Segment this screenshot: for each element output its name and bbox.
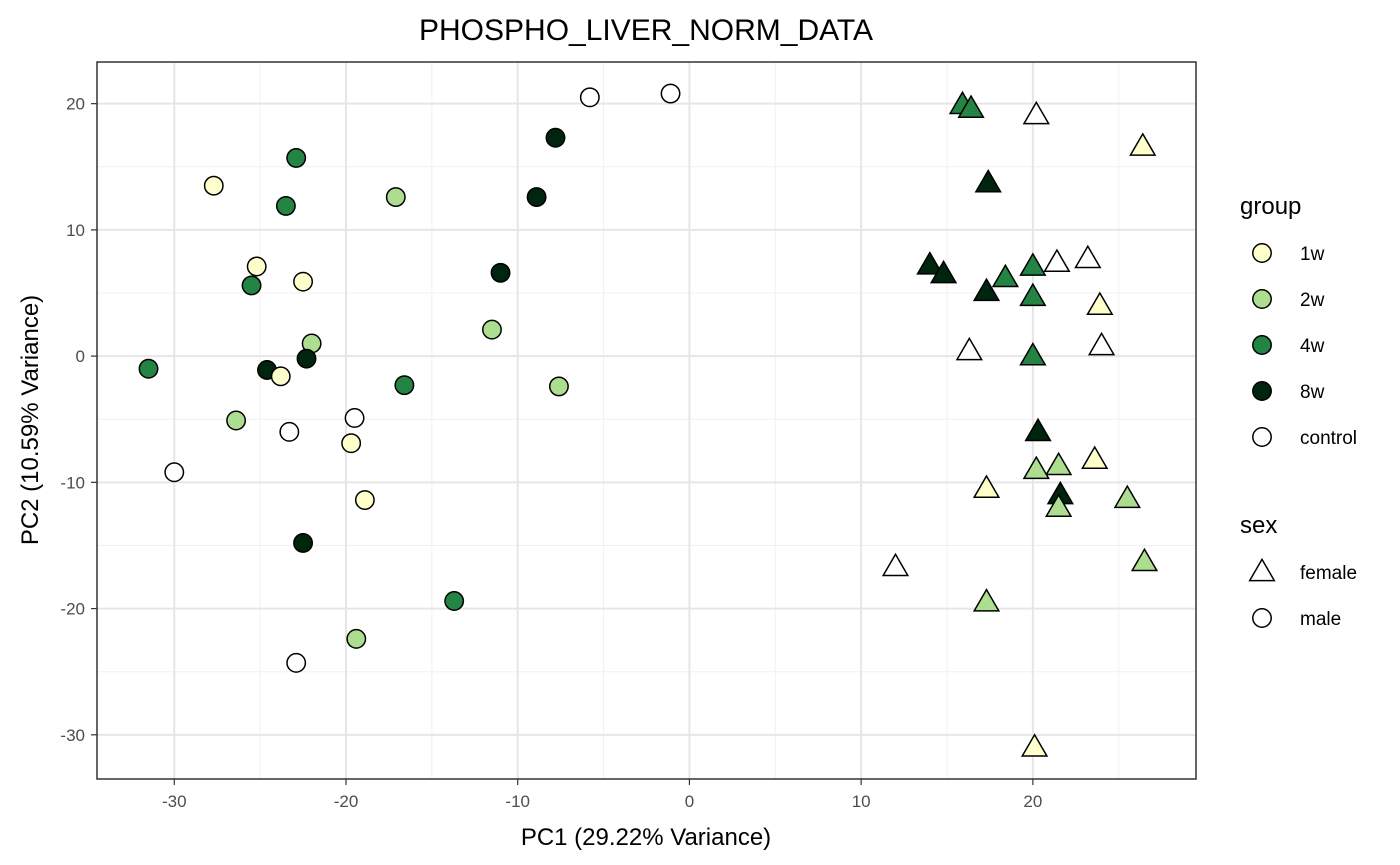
- y-tick-label: -20: [60, 600, 85, 619]
- legend-title: group: [1240, 193, 1301, 220]
- data-point-circle: [246, 256, 267, 277]
- data-point-triangle: [881, 552, 910, 577]
- legend-key-triangle: [1248, 557, 1276, 582]
- data-point-triangle: [916, 251, 944, 275]
- data-point-circle: [490, 262, 511, 283]
- data-point-circle: [279, 421, 300, 442]
- data-point-triangle: [1113, 484, 1141, 509]
- plot-area: -30 -20 -10 0 10 20 20 10 0 -10 -20 -30: [60, 61, 1197, 811]
- data-point-triangle: [1024, 417, 1052, 442]
- x-tick-label: -30: [162, 792, 187, 811]
- legend-label: 4w: [1300, 336, 1325, 357]
- data-point-triangle: [972, 277, 1001, 302]
- data-point-circle: [526, 187, 547, 208]
- data-point-circle: [203, 175, 224, 196]
- data-point-circle: [548, 376, 569, 397]
- chart-title: PHOSPHO_LIVER_NORM_DATA: [419, 14, 873, 47]
- data-point-triangle: [1129, 132, 1157, 156]
- data-point-circle: [579, 87, 600, 108]
- legend-key-circle: [1252, 335, 1272, 355]
- legend-key-circle: [1252, 289, 1272, 309]
- data-point-circle: [344, 408, 365, 428]
- data-point-triangle: [991, 263, 1020, 288]
- y-tick-label: 20: [66, 95, 85, 114]
- data-point-triangle: [1086, 291, 1114, 315]
- data-point-circle: [346, 628, 367, 649]
- data-point-triangle: [1019, 252, 1047, 276]
- data-point-triangle: [1081, 445, 1109, 469]
- x-axis-title: PC1 (29.22% Variance): [521, 824, 771, 851]
- legend-title: sex: [1240, 512, 1277, 539]
- data-point-circle: [341, 433, 362, 454]
- data-point-triangle: [957, 94, 985, 119]
- legend-label: 2w: [1300, 290, 1325, 311]
- data-point-triangle: [955, 336, 983, 361]
- data-point-circle: [394, 375, 415, 396]
- y-tick-label: -10: [60, 473, 85, 492]
- data-point-circle: [293, 271, 314, 292]
- plot-border: [96, 61, 1197, 780]
- y-axis-title: PC2 (10.59% Variance): [17, 295, 44, 545]
- x-tick-label: 10: [852, 792, 871, 811]
- data-point-triangle: [972, 474, 1001, 499]
- data-point-triangle: [1043, 248, 1071, 273]
- legend-key-circle: [1252, 243, 1272, 263]
- data-point-triangle: [972, 588, 1001, 612]
- data-point-circle: [354, 490, 375, 510]
- legend-label: 8w: [1300, 382, 1325, 403]
- data-point-circle: [545, 127, 566, 148]
- data-point-circle: [241, 275, 262, 296]
- x-tick-label: 0: [685, 792, 694, 811]
- y-tick-label: 10: [66, 221, 85, 240]
- y-tick-label: 0: [76, 347, 85, 366]
- legend-label: female: [1300, 563, 1357, 584]
- data-point-circle: [286, 652, 307, 673]
- x-tick-label: -20: [334, 792, 359, 811]
- legend-label: control: [1300, 428, 1357, 449]
- data-point-triangle: [1074, 244, 1102, 269]
- x-tick-label: -10: [505, 792, 530, 811]
- data-point-circle: [482, 319, 502, 340]
- data-point-triangle: [974, 169, 1002, 193]
- data-point-triangle: [1022, 100, 1050, 125]
- data-point-circle: [164, 462, 185, 483]
- legend-label: male: [1300, 609, 1341, 630]
- legend: group 1w 2w 4w 8w control sex female male: [1240, 193, 1357, 630]
- data-point-triangle: [1019, 282, 1047, 307]
- data-point-circle: [226, 410, 247, 431]
- data-point-triangle: [929, 259, 958, 284]
- legend-key-circle: [1252, 427, 1272, 447]
- data-point-triangle: [1022, 455, 1050, 480]
- data-point-triangle: [1019, 341, 1047, 366]
- data-point-triangle: [1087, 331, 1116, 356]
- data-point-circle: [286, 147, 307, 168]
- data-point-circle: [270, 366, 291, 387]
- data-point-circle: [293, 532, 314, 553]
- data-point-triangle: [1130, 547, 1159, 572]
- legend-label: 1w: [1300, 244, 1325, 265]
- data-point-circle: [385, 187, 406, 208]
- data-point-circle: [138, 358, 159, 379]
- data-point-triangle: [1020, 733, 1049, 757]
- legend-key-circle: [1252, 381, 1272, 401]
- data-point-triangle: [1045, 451, 1073, 476]
- data-point-triangle: [1045, 493, 1073, 517]
- data-point-circle: [275, 195, 296, 216]
- y-tick-label: -30: [60, 726, 85, 745]
- data-point-circle: [444, 591, 465, 611]
- legend-key-circle: [1252, 608, 1272, 628]
- data-point-circle: [296, 348, 317, 369]
- data-point-circle: [660, 83, 681, 104]
- x-tick-label: 20: [1023, 792, 1042, 811]
